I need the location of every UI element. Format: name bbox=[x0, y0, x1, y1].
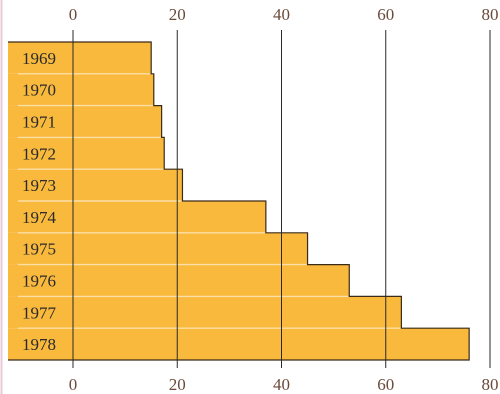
category-label-1973: 1973 bbox=[22, 176, 56, 195]
x-tick-top-80: 80 bbox=[482, 5, 499, 24]
x-tick-bottom-0: 0 bbox=[69, 375, 78, 394]
x-tick-bottom-20: 20 bbox=[169, 375, 186, 394]
bar-1973 bbox=[8, 169, 183, 201]
bar-1976 bbox=[8, 264, 350, 297]
x-axis-bottom-ticks: 0 20 40 60 80 bbox=[69, 375, 499, 394]
category-label-1971: 1971 bbox=[22, 113, 56, 132]
x-tick-bottom-40: 40 bbox=[273, 375, 290, 394]
x-tick-top-20: 20 bbox=[169, 5, 186, 24]
category-label-1975: 1975 bbox=[22, 240, 56, 259]
bar-1972 bbox=[8, 137, 165, 170]
x-axis-top-ticks: 0 20 40 60 80 bbox=[69, 5, 499, 24]
bar-1970 bbox=[8, 73, 154, 106]
category-labels-layer: 1969 1970 1971 1972 1973 1974 1975 1976 1977 1978 bbox=[22, 49, 57, 354]
x-tick-bottom-60: 60 bbox=[377, 375, 394, 394]
bars-outline bbox=[8, 41, 470, 361]
bar-1974 bbox=[8, 201, 266, 233]
bar-1975 bbox=[8, 232, 308, 265]
bar-1971 bbox=[8, 105, 162, 138]
x-tick-top-60: 60 bbox=[377, 5, 394, 24]
category-label-1976: 1976 bbox=[22, 272, 56, 291]
bar-1969 bbox=[8, 42, 152, 74]
gridlines-layer bbox=[72, 30, 491, 368]
category-label-1977: 1977 bbox=[22, 303, 57, 322]
x-tick-top-0: 0 bbox=[69, 5, 78, 24]
x-tick-bottom-80: 80 bbox=[482, 375, 499, 394]
bar-1978 bbox=[8, 328, 470, 360]
category-label-1972: 1972 bbox=[22, 144, 56, 163]
x-tick-top-40: 40 bbox=[273, 5, 290, 24]
category-label-1974: 1974 bbox=[22, 208, 57, 227]
bars-layer bbox=[0, 0, 470, 394]
category-label-1978: 1978 bbox=[22, 335, 56, 354]
category-label-1970: 1970 bbox=[22, 81, 56, 100]
bar-1977 bbox=[8, 296, 402, 329]
category-label-1969: 1969 bbox=[22, 49, 56, 68]
